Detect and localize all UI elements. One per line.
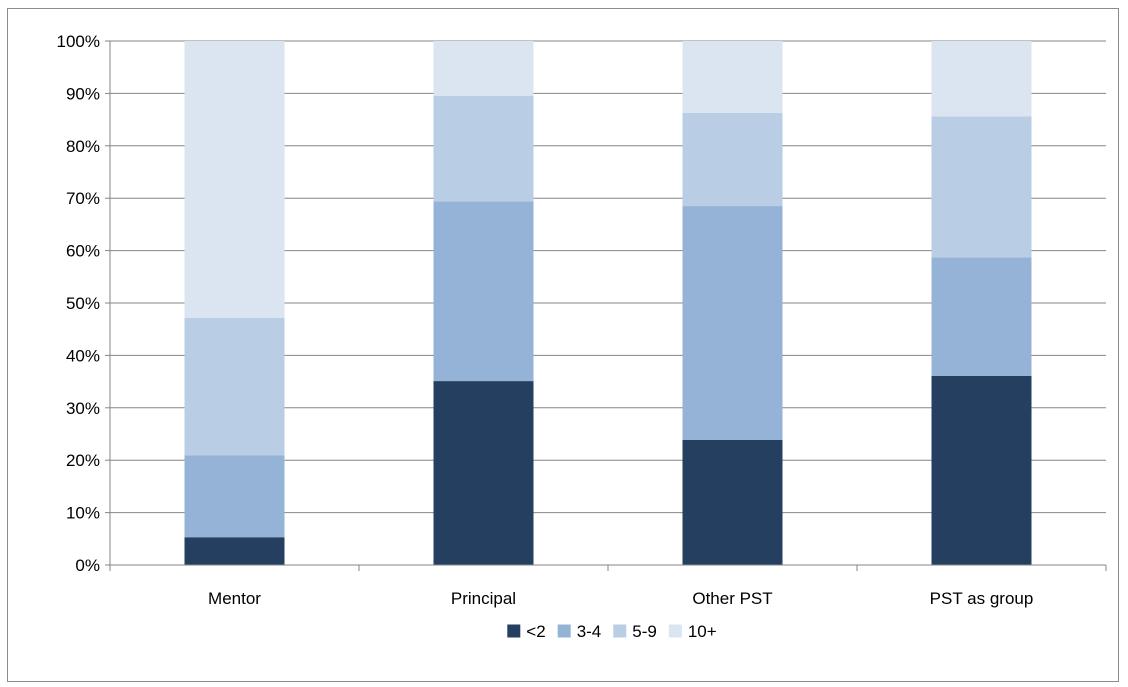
y-tick-label: 70%: [66, 189, 100, 208]
bars: [184, 41, 1032, 565]
legend-label: <2: [526, 622, 545, 641]
legend-label: 3-4: [577, 622, 602, 641]
bar-segment: [931, 257, 1032, 376]
bar-segment: [184, 455, 285, 538]
x-category-label: Mentor: [208, 589, 261, 608]
bar-segment: [433, 41, 534, 97]
y-tick-label: 0%: [75, 556, 100, 575]
y-tick-label: 90%: [66, 84, 100, 103]
y-tick-label: 40%: [66, 346, 100, 365]
legend: <2 3-4 5-9 10+: [507, 622, 717, 641]
bar-segment: [931, 116, 1032, 258]
legend-label: 5-9: [632, 622, 657, 641]
axes: [105, 40, 1107, 571]
bar-segment: [682, 41, 783, 113]
y-tick-label: 60%: [66, 242, 100, 261]
y-tick-label: 50%: [66, 294, 100, 313]
y-tick-label: 10%: [66, 504, 100, 523]
y-axis-tick-labels: 0% 10% 20% 30% 40% 50% 60% 70% 80% 90% 100%: [57, 32, 100, 575]
bar-segment: [682, 206, 783, 440]
bar-segment: [433, 201, 534, 382]
legend-swatch: [507, 624, 521, 638]
bar-segment: [931, 375, 1032, 565]
bar-segment: [682, 439, 783, 565]
bar-segment: [184, 41, 285, 318]
bar-segment: [682, 112, 783, 207]
y-tick-label: 20%: [66, 451, 100, 470]
legend-swatch: [557, 624, 571, 638]
bar-segment: [433, 381, 534, 565]
bar-segment: [184, 537, 285, 565]
y-tick-label: 30%: [66, 399, 100, 418]
x-category-label: PST as group: [930, 589, 1034, 608]
x-category-label: Other PST: [692, 589, 772, 608]
legend-label: 10+: [688, 622, 717, 641]
legend-swatch: [668, 624, 682, 638]
legend-swatch: [613, 624, 627, 638]
bar-segment: [433, 96, 534, 202]
y-tick-label: 80%: [66, 137, 100, 156]
x-axis-category-labels: Mentor Principal Other PST PST as group: [208, 589, 1033, 608]
y-tick-label: 100%: [57, 32, 100, 51]
x-category-label: Principal: [451, 589, 516, 608]
bar-segment: [184, 317, 285, 456]
bar-segment: [931, 41, 1032, 117]
